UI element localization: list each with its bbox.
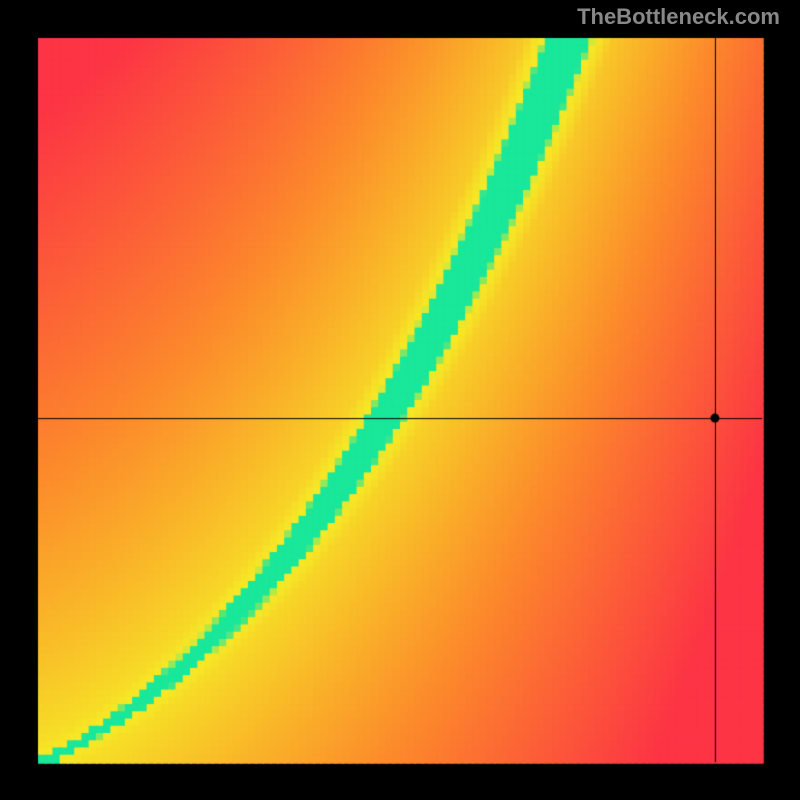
bottleneck-heatmap <box>0 0 800 800</box>
chart-container: TheBottleneck.com <box>0 0 800 800</box>
watermark-text: TheBottleneck.com <box>577 4 780 30</box>
